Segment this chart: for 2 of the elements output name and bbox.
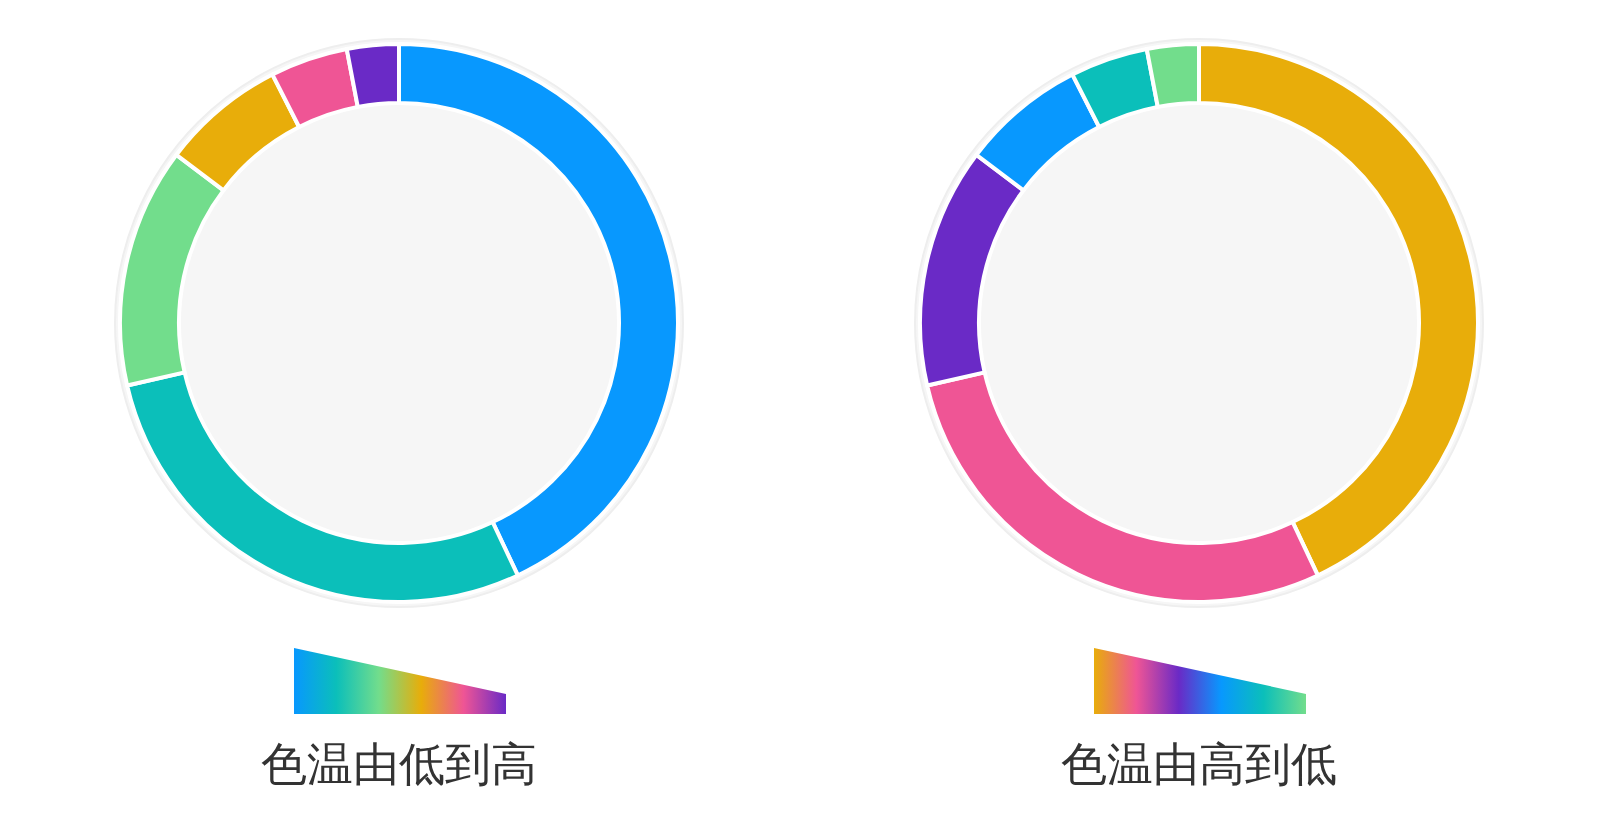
text: 色温由高到低 — [1061, 737, 1337, 791]
text: 色温由低到高 — [261, 737, 537, 791]
